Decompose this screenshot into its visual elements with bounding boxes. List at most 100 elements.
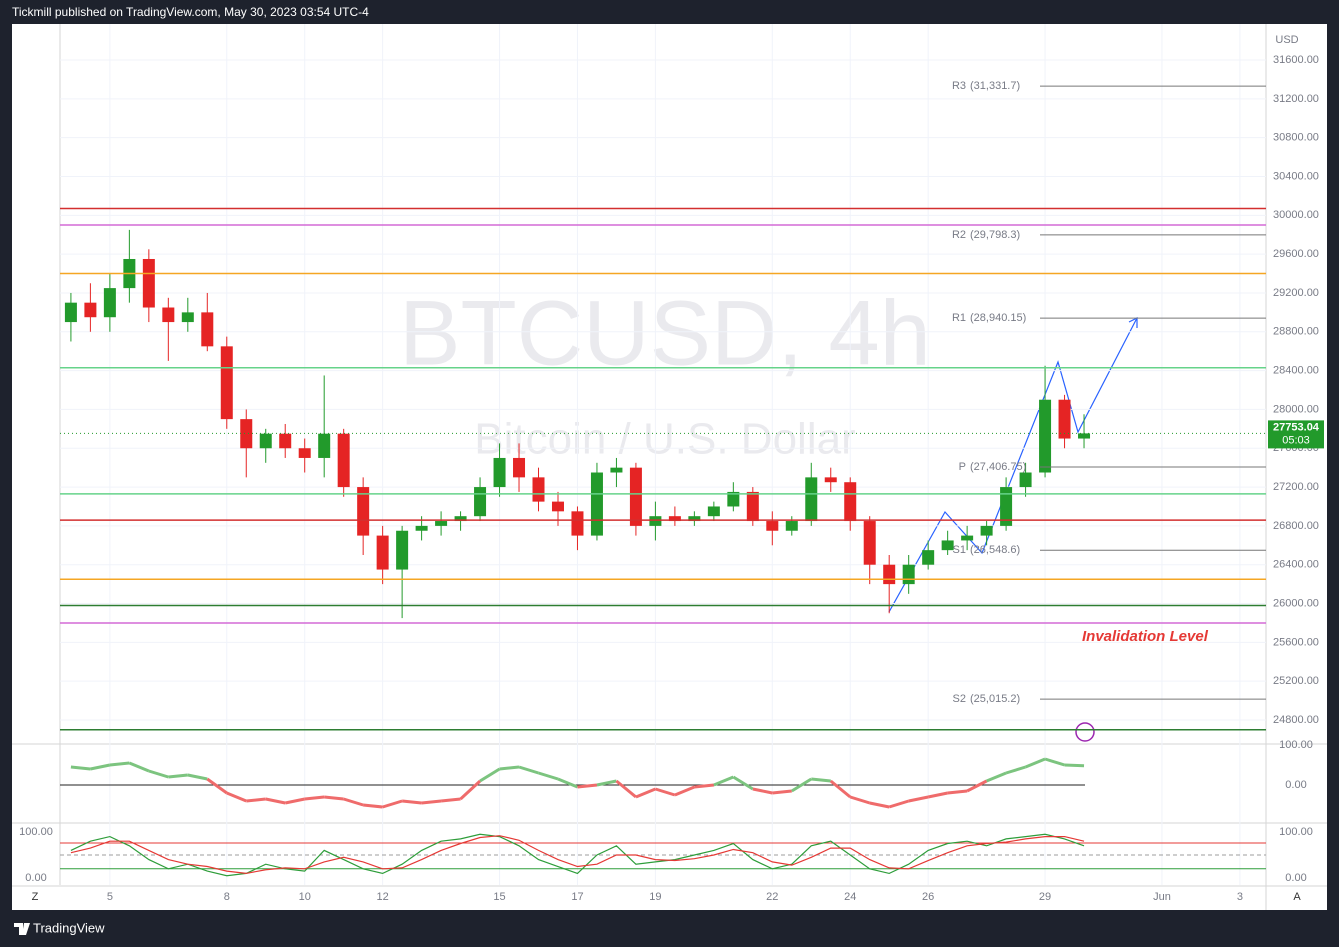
candle-body	[766, 521, 779, 531]
indicator-segment	[752, 787, 773, 795]
indicator-segment	[577, 783, 598, 789]
candle-body	[551, 501, 564, 512]
y-tick-label: 28000.00	[1273, 403, 1319, 415]
button[interactable]: A	[1293, 891, 1301, 903]
candle-body	[532, 477, 545, 502]
indicator-segment	[90, 763, 111, 771]
candle-body	[84, 302, 97, 318]
candle-body	[103, 288, 116, 318]
x-tick-label: 17	[571, 891, 583, 903]
indicator-segment	[654, 787, 676, 797]
y-tick-label: 30400.00	[1273, 170, 1319, 182]
indicator-segment	[1044, 757, 1065, 767]
candle-body	[922, 550, 935, 565]
indicator-segment	[324, 795, 344, 801]
candle-body	[493, 457, 506, 488]
y-tick-label: 28800.00	[1273, 326, 1319, 338]
candle-body	[590, 472, 603, 536]
candle-body	[863, 521, 876, 565]
candle-body	[629, 467, 642, 526]
y-tick-label: 26000.00	[1273, 597, 1319, 609]
candle-body	[688, 516, 701, 522]
indicator-segment	[343, 797, 364, 807]
x-tick-label: 12	[377, 891, 389, 903]
indicator-segment	[947, 789, 968, 795]
indicator-segment	[615, 779, 637, 799]
watermark-subtitle: Bitcoin / U.S. Dollar	[474, 415, 855, 464]
y-tick-label: 0.00	[25, 872, 46, 884]
brand: TradingView	[33, 920, 105, 935]
indicator-segment	[908, 795, 929, 803]
indicator-segment	[206, 777, 228, 795]
pivot-name: R3	[952, 80, 966, 92]
indicator-segment	[168, 773, 188, 779]
indicator-segment	[790, 777, 813, 793]
indicator-segment	[927, 791, 948, 799]
x-tick-label: 15	[493, 891, 505, 903]
candle-body	[435, 521, 448, 526]
indicator-segment	[518, 765, 539, 775]
candle-body	[181, 312, 194, 323]
pivot-name: R2	[952, 229, 966, 241]
y-tick-label: 31200.00	[1273, 93, 1319, 105]
y-tick-label: 25200.00	[1273, 675, 1319, 687]
price-tag-countdown: 05:03	[1282, 434, 1310, 446]
y-tick-label: 28400.00	[1273, 365, 1319, 377]
candle-body	[610, 467, 623, 473]
pivot-name: P	[959, 461, 966, 473]
y-tick-label: 29600.00	[1273, 248, 1319, 260]
x-tick-label: 19	[649, 891, 661, 903]
brand-logo	[14, 923, 30, 935]
indicator-segment	[986, 771, 1007, 783]
y-tick-label: 25600.00	[1273, 636, 1319, 648]
candle-body	[883, 564, 896, 585]
indicator-segment	[459, 779, 482, 801]
indicator-segment	[421, 799, 442, 805]
candle-body	[396, 530, 409, 570]
candle-body	[240, 419, 253, 449]
button[interactable]: Z	[32, 891, 39, 903]
candle-body	[805, 477, 818, 522]
axis-unit: USD	[1275, 34, 1298, 46]
indicator-segment	[226, 791, 247, 803]
candle-body	[746, 491, 759, 522]
indicator-segment	[966, 779, 988, 793]
pivot-name: S1	[953, 544, 966, 556]
candle-body	[707, 506, 720, 517]
x-tick-label: 29	[1039, 891, 1051, 903]
pivot-value: (31,331.7)	[970, 80, 1020, 92]
y-tick-label: 0.00	[1285, 872, 1306, 884]
candle-body	[649, 516, 662, 526]
indicator-segment	[811, 777, 831, 783]
candle-body	[941, 540, 954, 551]
candle-body	[64, 302, 77, 323]
price-tag-value: 27753.04	[1273, 421, 1320, 433]
indicator-segment	[187, 773, 208, 781]
candle-body	[961, 535, 974, 541]
indicator-segment	[674, 785, 695, 797]
pivot-value: (25,015.2)	[970, 693, 1020, 705]
candle-body	[513, 457, 526, 478]
indicator-segment	[479, 767, 501, 783]
candle-body	[727, 491, 740, 507]
y-tick-label: 100.00	[19, 826, 53, 838]
y-tick-label: 0.00	[1285, 779, 1306, 791]
indicator-segment	[1005, 765, 1027, 775]
indicator-segment	[363, 803, 383, 809]
x-tick-label: Jun	[1153, 891, 1171, 903]
pivot-value: (28,940.15)	[970, 312, 1026, 324]
indicator-segment	[635, 787, 656, 799]
alert-icon[interactable]	[1075, 722, 1095, 742]
watermark: BTCUSD, 4h	[399, 282, 931, 384]
indicator-segment	[829, 779, 852, 799]
y-tick-label: 100.00	[1279, 826, 1313, 838]
indicator-segment	[499, 765, 520, 771]
candle-body	[318, 433, 331, 458]
x-tick-label: 24	[844, 891, 856, 903]
indicator-segment	[401, 799, 422, 805]
candle-body	[844, 482, 857, 522]
candle-body	[980, 525, 993, 536]
price-tag	[1268, 420, 1324, 449]
indicator-segment	[538, 771, 559, 781]
